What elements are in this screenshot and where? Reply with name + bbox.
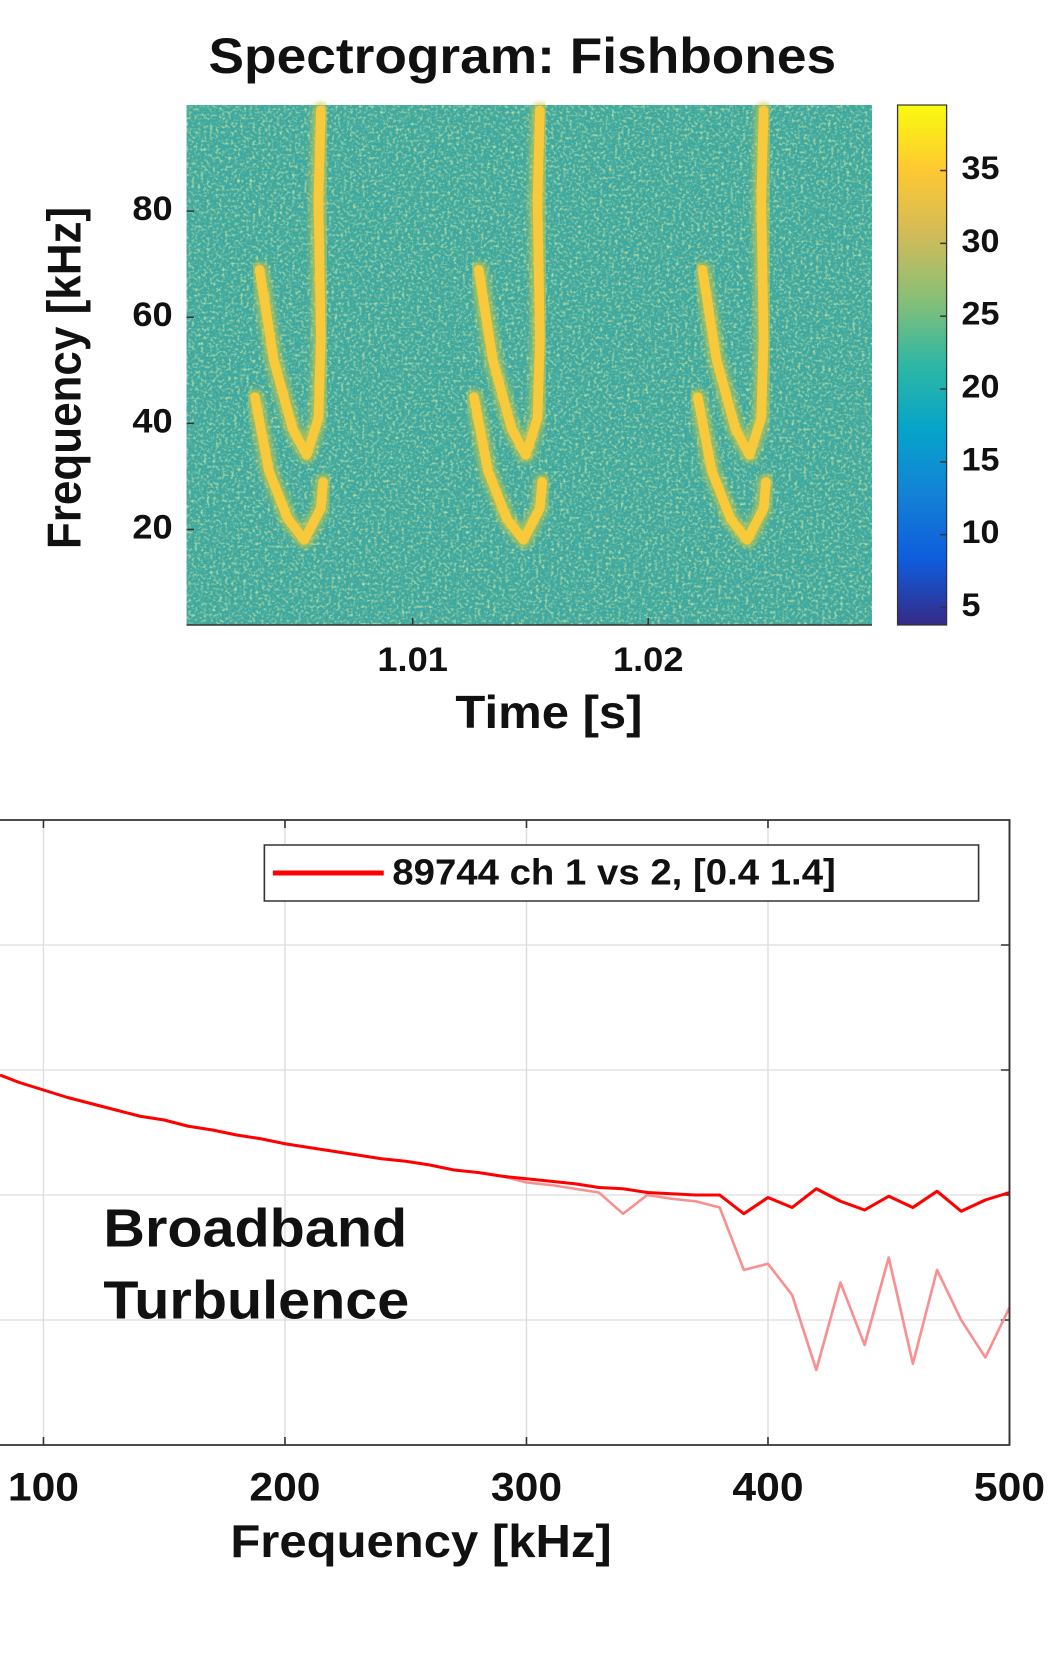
ridge <box>473 105 545 460</box>
colorbar-tick-label: 20 <box>962 369 1000 405</box>
ridge <box>697 105 769 460</box>
ridge <box>254 105 326 460</box>
line-chart: 100 200 300 400 500 Frequency [kHz] Broadband T… <box>0 819 1045 1568</box>
x-tick-label: 200 <box>249 1465 320 1510</box>
line-series <box>0 1073 1010 1216</box>
y-axis-label: Frequency [kHz] <box>38 207 91 549</box>
spectrogram: Spectrogram: Fishbones 1.01 1.02 20 40 60 80 Ti… <box>38 28 999 739</box>
colorbar-tick-label: 25 <box>962 297 1000 333</box>
colorbar-tick-label: 5 <box>962 588 981 624</box>
annotation: Broadband <box>103 1197 407 1258</box>
y-tick-label: 60 <box>132 296 172 334</box>
x-tick-label: 1.02 <box>613 641 684 679</box>
y-tick-label: 40 <box>132 402 172 440</box>
x-tick-label: 1.01 <box>377 641 448 679</box>
y-tick-label: 20 <box>132 508 172 546</box>
colorbar-tick-label: 15 <box>962 442 1000 478</box>
colorbar <box>896 104 948 626</box>
ridge <box>250 392 328 545</box>
colorbar-tick-label: 10 <box>962 515 1000 551</box>
ridge <box>692 392 771 545</box>
x-tick-label: 500 <box>974 1465 1045 1510</box>
colorbar-tick-label: 35 <box>962 151 1000 187</box>
x-tick-label: 300 <box>491 1465 562 1510</box>
plot-frame <box>0 819 1011 1446</box>
plot-area <box>0 820 1010 1445</box>
x-tick-label: 100 <box>8 1465 79 1510</box>
ridge <box>469 392 548 545</box>
x-axis-label: Frequency [kHz] <box>230 1517 611 1568</box>
chart-title: Spectrogram: Fishbones <box>209 28 837 84</box>
y-tick-label: 80 <box>132 190 172 228</box>
annotation: Turbulence <box>103 1269 409 1330</box>
x-tick-label: 400 <box>732 1465 803 1510</box>
x-axis-label: Time [s] <box>455 688 642 739</box>
colorbar-tick-label: 30 <box>962 224 1000 260</box>
legend-label: 89744 ch 1 vs 2, [0.4 1.4] <box>392 852 836 893</box>
